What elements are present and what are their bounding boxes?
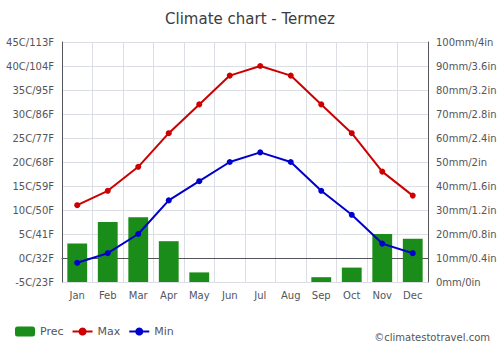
svg-text:Nov: Nov	[372, 290, 392, 301]
svg-text:70mm/2.8in: 70mm/2.8in	[436, 109, 497, 120]
svg-text:25C/77F: 25C/77F	[12, 133, 54, 144]
svg-text:Jul: Jul	[253, 290, 266, 301]
svg-text:Jun: Jun	[221, 290, 238, 301]
svg-text:Min: Min	[154, 325, 174, 338]
svg-text:100mm/4in: 100mm/4in	[436, 37, 493, 48]
svg-text:40mm/1.6in: 40mm/1.6in	[436, 181, 497, 192]
svg-text:15C/59F: 15C/59F	[12, 181, 54, 192]
svg-text:Oct: Oct	[343, 290, 360, 301]
svg-text:10C/50F: 10C/50F	[12, 205, 54, 216]
svg-text:35C/95F: 35C/95F	[12, 85, 54, 96]
svg-text:0C/32F: 0C/32F	[19, 253, 54, 264]
svg-text:10mm/0.4in: 10mm/0.4in	[436, 253, 497, 264]
svg-text:Dec: Dec	[403, 290, 422, 301]
svg-text:-5C/23F: -5C/23F	[15, 277, 54, 288]
svg-text:May: May	[189, 290, 210, 301]
svg-text:50mm/2in: 50mm/2in	[436, 157, 487, 168]
svg-text:Climate chart - Termez: Climate chart - Termez	[165, 10, 335, 28]
svg-text:90mm/3.6in: 90mm/3.6in	[436, 61, 497, 72]
svg-text:Sep: Sep	[312, 290, 331, 301]
svg-text:20C/68F: 20C/68F	[12, 157, 54, 168]
svg-text:Prec: Prec	[40, 325, 64, 338]
svg-text:Feb: Feb	[99, 290, 117, 301]
svg-text:Mar: Mar	[129, 290, 149, 301]
svg-text:Apr: Apr	[160, 290, 178, 301]
svg-text:Jan: Jan	[69, 290, 85, 301]
svg-text:20mm/0.8in: 20mm/0.8in	[436, 229, 497, 240]
svg-text:80mm/3.2in: 80mm/3.2in	[436, 85, 497, 96]
svg-text:Max: Max	[98, 325, 121, 338]
svg-text:30C/86F: 30C/86F	[12, 109, 54, 120]
svg-text:Aug: Aug	[281, 290, 301, 301]
svg-text:5C/41F: 5C/41F	[19, 229, 54, 240]
svg-text:40C/104F: 40C/104F	[6, 61, 54, 72]
svg-text:©climatestotravel.com: ©climatestotravel.com	[374, 332, 490, 343]
svg-text:30mm/1.2in: 30mm/1.2in	[436, 205, 497, 216]
svg-text:0mm/0in: 0mm/0in	[436, 277, 481, 288]
svg-text:60mm/2.4in: 60mm/2.4in	[436, 133, 497, 144]
svg-text:45C/113F: 45C/113F	[6, 37, 54, 48]
